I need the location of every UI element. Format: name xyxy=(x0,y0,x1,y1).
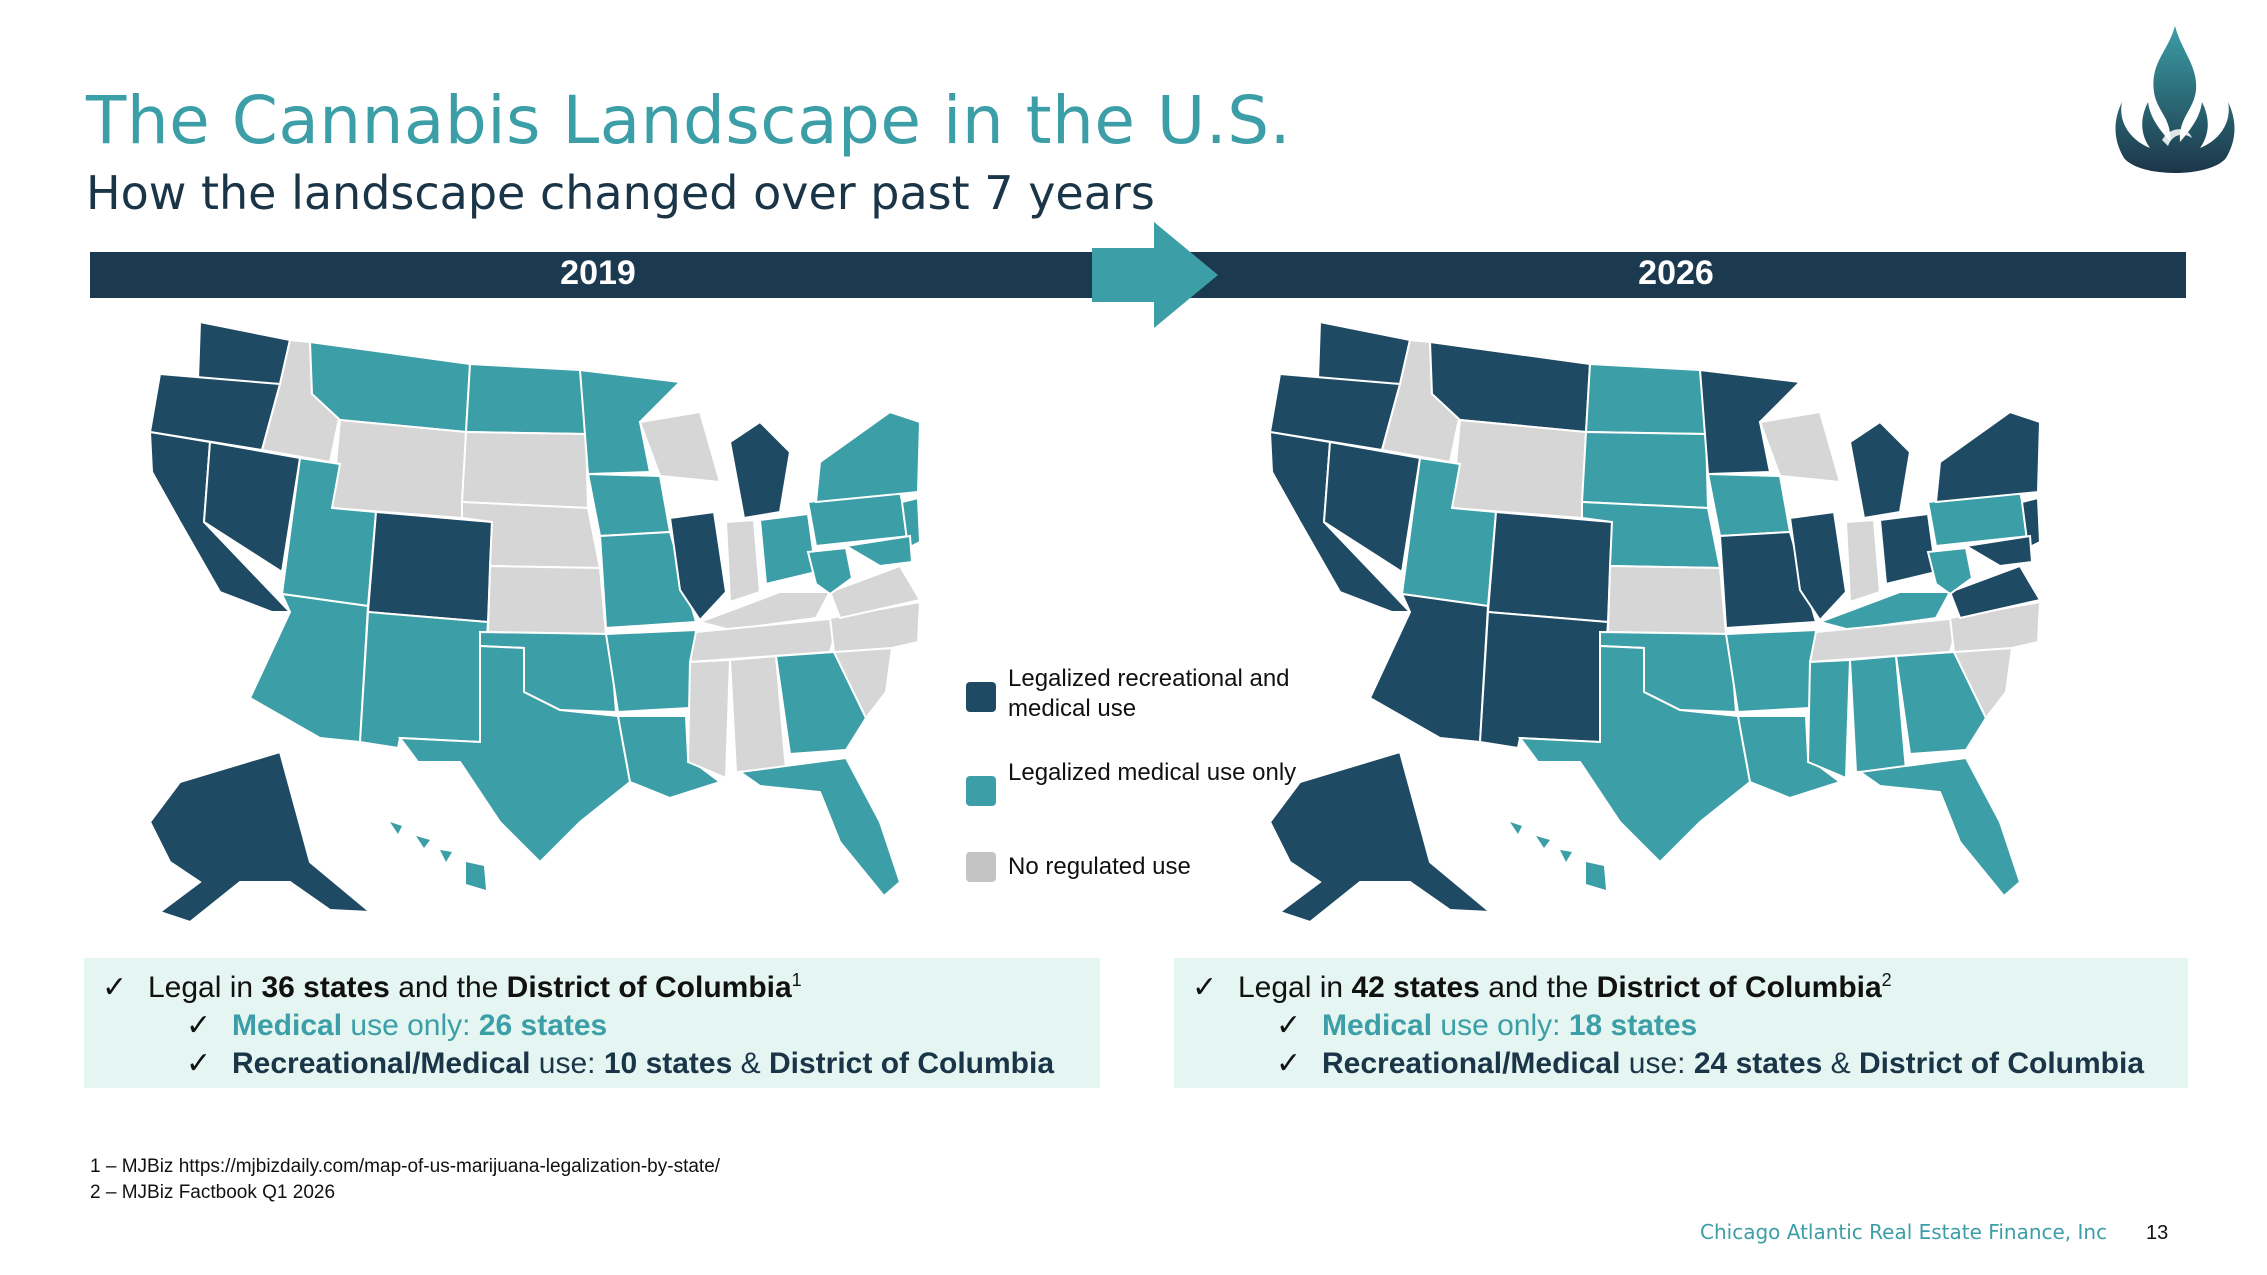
page-title: The Cannabis Landscape in the U.S. xyxy=(86,82,1292,159)
state-south-dakota xyxy=(460,430,590,510)
state-virginia xyxy=(1948,564,2040,620)
state-florida xyxy=(737,756,902,898)
state-arkansas xyxy=(1724,628,1818,714)
state-texas xyxy=(397,644,632,864)
state-new-jersey xyxy=(900,496,920,550)
summary-2026-recreational: ✓ Recreational/Medical use: 24 states & D… xyxy=(1276,1046,2145,1081)
state-wyoming xyxy=(330,418,468,520)
page-subtitle: How the landscape changed over past 7 ye… xyxy=(86,166,1155,220)
state-alaska xyxy=(1268,750,1493,922)
state-hawaii xyxy=(1510,822,1606,890)
state-nevada xyxy=(202,440,302,574)
state-new-mexico xyxy=(358,610,490,750)
page-number: 13 xyxy=(2146,1222,2169,1244)
summary-2026: ✓ Legal in 42 states and the District of … xyxy=(1174,958,2188,1088)
state-wyoming xyxy=(1450,418,1588,520)
state-illinois xyxy=(1788,510,1848,622)
state-ohio xyxy=(1878,512,1938,586)
check-mark-icon: ✓ xyxy=(1276,1046,1302,1081)
state-indiana xyxy=(724,518,762,604)
state-georgia xyxy=(1894,650,1988,756)
state-florida xyxy=(1857,756,2022,898)
summary-2019-medical: ✓ Medical use only: 26 states xyxy=(186,1008,608,1043)
state-wisconsin xyxy=(1758,410,1842,484)
year-2026-label: 2026 xyxy=(1638,254,1714,292)
summary-2019: ✓ Legal in 36 states and the District of … xyxy=(84,958,1100,1088)
us-map-2019 xyxy=(148,322,920,922)
footnote-1: 1 – MJBiz https://mjbizdaily.com/map-of-… xyxy=(90,1156,721,1177)
legend-label-recreational: Legalized recreational and medical use xyxy=(1008,665,1290,722)
state-kansas xyxy=(1606,564,1728,636)
state-west-virginia xyxy=(1926,546,1974,596)
state-new-york xyxy=(1934,410,2040,504)
summary-2026-total: ✓ Legal in 42 states and the District of … xyxy=(1192,970,1892,1005)
state-louisiana xyxy=(616,715,723,800)
state-ohio xyxy=(758,512,818,586)
state-maryland xyxy=(1963,534,2034,568)
summary-2019-recreational: ✓ Recreational/Medical use: 10 states & D… xyxy=(186,1046,1055,1081)
state-wisconsin xyxy=(638,410,722,484)
arrow-right-icon xyxy=(1092,222,1218,328)
check-mark-icon: ✓ xyxy=(1192,970,1218,1005)
check-mark-icon: ✓ xyxy=(186,1008,212,1043)
state-south-dakota xyxy=(1580,430,1710,510)
state-nevada xyxy=(1322,440,1422,574)
legend-swatch-medical xyxy=(966,776,996,806)
flame-logo-icon xyxy=(2115,26,2235,173)
state-michigan xyxy=(1848,420,1912,520)
state-minnesota xyxy=(1698,368,1803,476)
check-mark-icon: ✓ xyxy=(1276,1008,1302,1043)
state-arkansas xyxy=(604,628,698,714)
state-colorado xyxy=(366,510,494,624)
legend-item-recreational: Legalized recreational and medical use xyxy=(966,664,1296,758)
state-arizona xyxy=(248,592,370,744)
legend-label-medical: Legalized medical use only xyxy=(1008,759,1297,786)
state-minnesota xyxy=(578,368,683,476)
state-missouri xyxy=(598,530,698,630)
state-mississippi xyxy=(686,658,732,780)
state-washington xyxy=(1316,322,1412,386)
summary-2026-medical: ✓ Medical use only: 18 states xyxy=(1276,1008,1698,1043)
legend-swatch-none xyxy=(966,852,996,882)
state-louisiana xyxy=(1736,715,1843,800)
summary-2019-total: ✓ Legal in 36 states and the District of … xyxy=(102,970,802,1005)
state-arizona xyxy=(1368,592,1490,744)
state-north-dakota xyxy=(464,362,588,436)
company-name: Chicago Atlantic Real Estate Finance, In… xyxy=(1700,1220,2108,1244)
us-map-2026 xyxy=(1268,322,2040,922)
check-mark-icon: ✓ xyxy=(102,970,128,1005)
legend-label-none: No regulated use xyxy=(1008,853,1191,880)
state-illinois xyxy=(668,510,728,622)
state-colorado xyxy=(1486,510,1614,624)
footnote-2: 2 – MJBiz Factbook Q1 2026 xyxy=(90,1182,336,1203)
state-new-york xyxy=(814,410,920,504)
state-alaska xyxy=(148,750,373,922)
state-missouri xyxy=(1718,530,1818,630)
state-hawaii xyxy=(390,822,486,890)
map-legend: Legalized recreational and medical use L… xyxy=(966,664,1296,946)
state-texas xyxy=(1517,644,1752,864)
state-virginia xyxy=(828,564,920,620)
state-iowa xyxy=(586,472,672,538)
state-kansas xyxy=(486,564,608,636)
year-2019-label: 2019 xyxy=(560,254,636,292)
state-washington xyxy=(196,322,292,386)
state-georgia xyxy=(774,650,868,756)
state-north-dakota xyxy=(1584,362,1708,436)
check-mark-icon: ✓ xyxy=(186,1046,212,1081)
state-indiana xyxy=(1844,518,1882,604)
state-mississippi xyxy=(1806,658,1852,780)
state-new-jersey xyxy=(2020,496,2040,550)
state-iowa xyxy=(1706,472,1792,538)
state-new-mexico xyxy=(1478,610,1610,750)
legend-item-none: No regulated use xyxy=(966,852,1296,946)
legend-swatch-recreational xyxy=(966,682,996,712)
state-michigan xyxy=(728,420,792,520)
legend-item-medical: Legalized medical use only xyxy=(966,758,1296,852)
state-west-virginia xyxy=(806,546,854,596)
state-maryland xyxy=(843,534,914,568)
